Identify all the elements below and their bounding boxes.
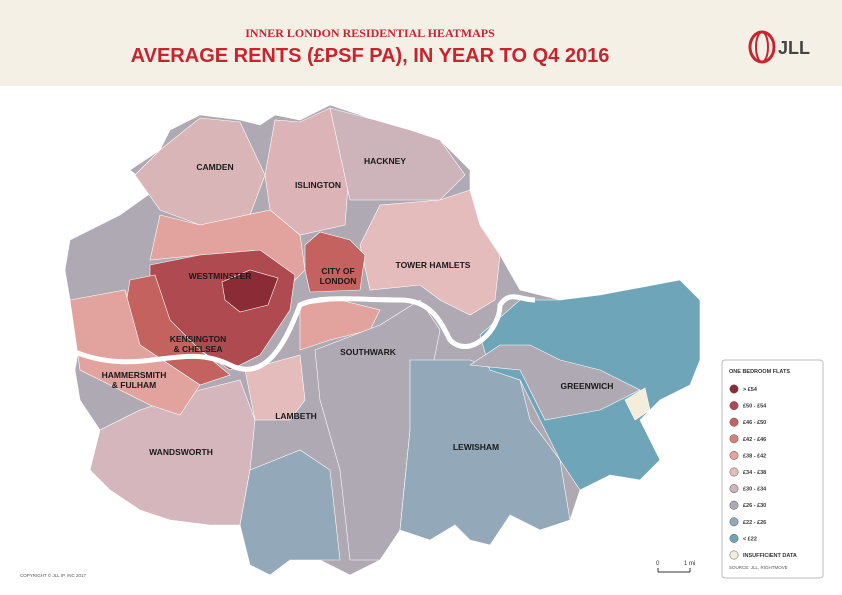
legend-label: £26 - £30 xyxy=(743,503,766,509)
borough-label: LEWISHAM xyxy=(453,442,499,452)
borough-label: & FULHAM xyxy=(112,380,156,390)
city xyxy=(304,231,366,293)
greenwich xyxy=(469,344,641,421)
legend-swatch xyxy=(729,401,739,411)
logo-text: JLL xyxy=(778,38,810,58)
borough-label: GREENWICH xyxy=(561,381,614,391)
borough-label: WANDSWORTH xyxy=(149,447,213,457)
legend-swatch xyxy=(729,450,739,460)
legend: ONE BEDROOM FLATS > £54 £50 - £54 £46 - £5… xyxy=(721,359,824,579)
logo: JLL xyxy=(748,30,810,64)
legend-label: £34 - £38 xyxy=(743,470,766,476)
borough-label: & CHELSEA xyxy=(173,344,222,354)
copyright: COPYRIGHT © JLL IP, INC 2017 xyxy=(20,572,87,578)
subtitle: INNER LONDON RESIDENTIAL HEATMAPS xyxy=(245,26,495,40)
river xyxy=(69,294,536,372)
legend-title: ONE BEDROOM FLATS xyxy=(729,369,790,375)
borough-label: HACKNEY xyxy=(364,156,406,166)
legend-swatch xyxy=(729,417,739,427)
scale-label: 0 xyxy=(656,561,660,567)
scale-label: 1 mi xyxy=(684,561,695,567)
lewisham xyxy=(399,359,571,546)
map-labels: CAMDEN ISLINGTON HACKNEY WESTMINSTER CIT… xyxy=(102,156,614,457)
borough-label: LAMBETH xyxy=(275,411,317,421)
borough-label: WESTMINSTER xyxy=(189,271,252,281)
legend-label: £38 - £42 xyxy=(743,453,766,459)
borough-label: KENSINGTON xyxy=(170,334,227,344)
legend-label: > £54 xyxy=(743,387,758,393)
borough-label: TOWER HAMLETS xyxy=(396,260,471,270)
legend-label: £42 - £46 xyxy=(743,437,766,443)
no-data xyxy=(624,387,651,421)
mayfair xyxy=(221,269,279,313)
borough-label: SOUTHWARK xyxy=(340,347,397,357)
legend-swatch xyxy=(729,517,739,527)
scale-bar: 0 1 mi xyxy=(656,561,695,573)
legend-swatch xyxy=(729,484,739,494)
legend-label: < £22 xyxy=(743,536,757,542)
map xyxy=(64,104,701,576)
legend-items: > £54 £50 - £54 £46 - £50 £42 - £46 £38 - £4… xyxy=(729,384,797,560)
borough-label: CAMDEN xyxy=(196,162,233,172)
borough-label: ISLINGTON xyxy=(295,180,341,190)
title: AVERAGE RENTS (£PSF PA), IN YEAR TO Q4 2… xyxy=(131,45,610,67)
lambeth-north xyxy=(244,354,306,421)
borough-label: HAMMERSMITH xyxy=(102,370,167,380)
legend-label: £22 - £26 xyxy=(743,520,766,526)
legend-box xyxy=(721,359,824,579)
legend-swatch xyxy=(729,434,739,444)
legend-source: SOURCE: JLL, RIGHTMOVE xyxy=(729,565,788,570)
hackney xyxy=(329,107,466,201)
tower-hamlets xyxy=(359,189,501,316)
borough-label: LONDON xyxy=(320,276,357,286)
legend-label: £46 - £50 xyxy=(743,420,766,426)
legend-swatch xyxy=(729,384,739,394)
legend-swatch xyxy=(729,500,739,510)
legend-swatch xyxy=(729,550,739,560)
borough-label: CITY OF xyxy=(321,266,354,276)
legend-label: £30 - £34 xyxy=(743,487,767,493)
lambeth-south xyxy=(239,449,341,576)
logo-mark xyxy=(755,31,769,63)
hammersmith xyxy=(69,289,201,416)
legend-label: INSUFFICIENT DATA xyxy=(743,553,797,559)
legend-swatch xyxy=(729,533,739,543)
legend-swatch xyxy=(729,467,739,477)
header-band xyxy=(0,0,842,86)
legend-label: £50 - £54 xyxy=(743,404,767,410)
